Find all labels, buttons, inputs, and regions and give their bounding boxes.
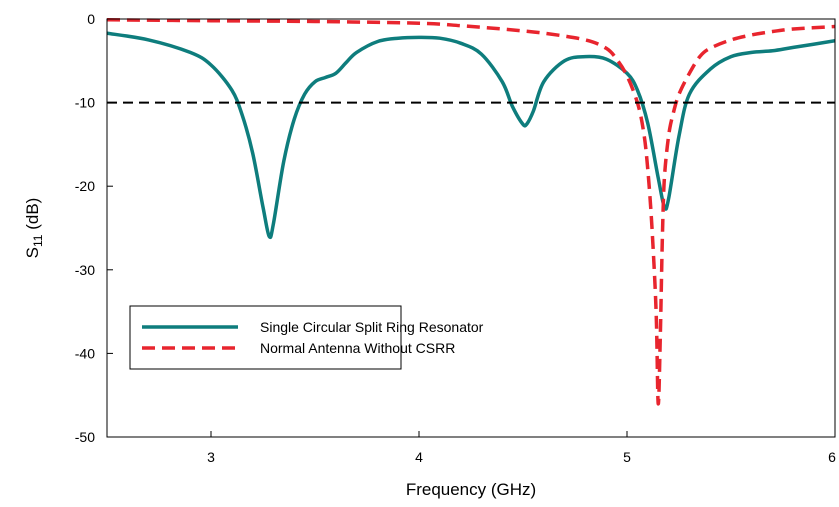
series-line-1 — [107, 31, 835, 240]
y-tick-label: -50 — [75, 429, 95, 445]
y-tick-label: -10 — [75, 95, 95, 111]
plot-area-frame — [106, 18, 836, 438]
x-tick-label: 4 — [415, 449, 423, 465]
x-tick-label: 3 — [207, 449, 215, 465]
series-line-2 — [107, 18, 835, 406]
y-axis-title-subscript: 11 — [31, 234, 45, 247]
y-tick-label: -30 — [75, 262, 95, 278]
y-tick-label: -40 — [75, 345, 95, 361]
legend: Single Circular Split Ring Resonator Nor… — [129, 305, 484, 370]
legend-label-series-2: Normal Antenna Without CSRR — [260, 340, 455, 356]
legend-box — [129, 305, 402, 370]
legend-label-series-1: Single Circular Split Ring Resonator — [260, 319, 484, 335]
y-tick-label: -20 — [75, 178, 95, 194]
y-axis-title: S11 (dB) — [23, 198, 45, 259]
x-tick-label: 5 — [623, 449, 631, 465]
x-axis-title: Frequency (GHz) — [406, 480, 536, 499]
y-tick-label: 0 — [87, 11, 95, 27]
x-tick-label: 6 — [828, 449, 836, 465]
axis-ticks: 3 4 5 6 0 -10 -20 -30 -40 -50 — [75, 11, 836, 465]
y-axis-title-symbol: S — [23, 247, 42, 258]
y-axis-title-unit: (dB) — [23, 198, 42, 235]
series-layer — [107, 18, 835, 406]
